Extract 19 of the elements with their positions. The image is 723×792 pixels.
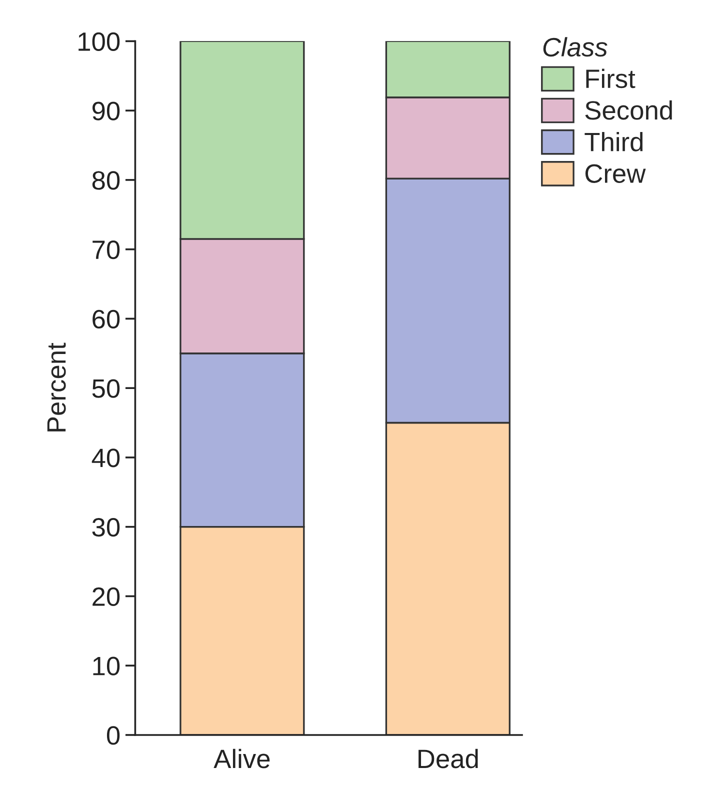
legend-label: First <box>586 68 636 88</box>
y-tick-label: 20 <box>92 587 120 606</box>
legend-label: Crew <box>585 164 646 183</box>
y-tick-label: 60 <box>92 310 120 329</box>
y-tick-label: 80 <box>92 171 120 190</box>
y-tick-label: 10 <box>93 656 120 676</box>
legend-label: Second <box>585 100 672 120</box>
x-tick-label: Dead <box>418 748 478 768</box>
x-tick-label: Alive <box>214 748 270 768</box>
legend-title: Class <box>543 37 608 57</box>
y-tick-label: 70 <box>92 240 120 260</box>
y-tick-label: 90 <box>92 102 120 120</box>
y-axis-title: Percent <box>47 342 66 432</box>
y-tick-label: 40 <box>92 448 120 468</box>
legend-label: Third <box>584 132 643 152</box>
y-tick-label: 30 <box>92 518 120 537</box>
y-tick-label: 50 <box>92 379 120 398</box>
y-tick-label: 100 <box>78 32 120 52</box>
y-tick-label: 0 <box>106 726 120 745</box>
